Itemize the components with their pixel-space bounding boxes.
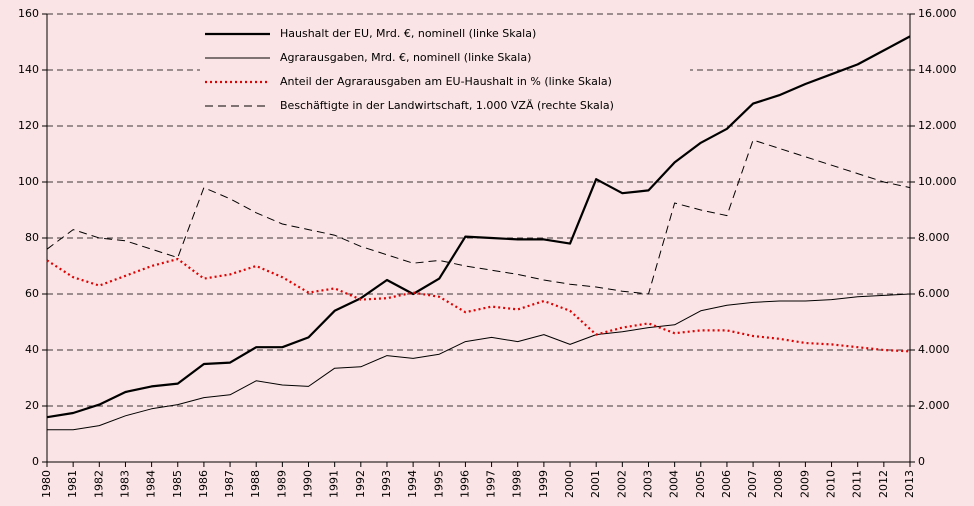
y2-tick-label: 6.000: [918, 287, 950, 300]
series-line: [47, 293, 911, 431]
x-tick-label: 1998: [511, 470, 524, 498]
x-tick-label: 2008: [772, 470, 785, 498]
x-tick-label: 1991: [328, 470, 341, 498]
x-tick-label: 1989: [275, 470, 288, 498]
x-tick-label: 2005: [694, 470, 707, 498]
y2-tick-label: 0: [918, 455, 925, 468]
x-tick-label: 2004: [668, 470, 681, 498]
x-tick-label: 2012: [877, 470, 890, 498]
series-line: [46, 257, 911, 353]
x-tick-label: 2003: [641, 470, 654, 498]
x-tick-label: 1997: [485, 470, 498, 498]
x-tick-label: 1981: [66, 470, 79, 498]
y2-tick-label: 8.000: [918, 231, 950, 244]
x-tick-label: 1985: [171, 470, 184, 498]
x-tick-label: 2001: [589, 470, 602, 498]
legend-box: [200, 22, 690, 118]
x-tick-label: 2010: [825, 470, 838, 498]
legend-label: Beschäftigte in der Landwirtschaft, 1.00…: [280, 99, 614, 112]
x-tick-label: 1990: [302, 470, 315, 498]
legend-label: Haushalt der EU, Mrd. €, nominell (linke…: [280, 27, 536, 40]
x-tick-label: 2006: [720, 470, 733, 498]
y2-tick-label: 2.000: [918, 399, 950, 412]
y-tick-label: 60: [25, 287, 39, 300]
x-tick-label: 1992: [354, 470, 367, 498]
y-tick-label: 120: [18, 119, 39, 132]
y-tick-label: 140: [18, 63, 39, 76]
x-tick-label: 1988: [249, 470, 262, 498]
legend-label: Agrarausgaben, Mrd. €, nominell (linke S…: [280, 51, 531, 64]
x-tick-label: 1987: [223, 470, 236, 498]
y-tick-label: 40: [25, 343, 39, 356]
x-tick-label: 1993: [380, 470, 393, 498]
series-line: [46, 139, 911, 295]
x-tick-label: 2009: [798, 470, 811, 498]
x-tick-label: 1996: [458, 470, 471, 498]
x-tick-label: 1986: [197, 470, 210, 498]
x-tick-label: 2013: [903, 470, 916, 498]
y2-tick-label: 14.000: [918, 63, 957, 76]
x-tick-label: 1999: [537, 470, 550, 498]
y2-tick-label: 12.000: [918, 119, 957, 132]
y-tick-label: 0: [32, 455, 39, 468]
x-tick-label: 1983: [118, 470, 131, 498]
x-tick-label: 1980: [40, 470, 53, 498]
y-tick-label: 20: [25, 399, 39, 412]
y2-tick-label: 16.000: [918, 7, 957, 20]
x-tick-label: 1984: [145, 470, 158, 498]
x-tick-label: 2007: [746, 470, 759, 498]
x-tick-label: 1982: [92, 470, 105, 498]
x-tick-label: 2011: [851, 470, 864, 498]
x-tick-label: 2002: [615, 470, 628, 498]
y-tick-label: 100: [18, 175, 39, 188]
x-tick-label: 2000: [563, 470, 576, 498]
x-tick-label: 1995: [432, 470, 445, 498]
y2-tick-label: 10.000: [918, 175, 957, 188]
y2-tick-label: 4.000: [918, 343, 950, 356]
series-line: [46, 35, 911, 419]
y-tick-label: 160: [18, 7, 39, 20]
x-tick-label: 1994: [406, 470, 419, 498]
legend-label: Anteil der Agrarausgaben am EU-Haushalt …: [280, 75, 612, 88]
y-tick-label: 80: [25, 231, 39, 244]
